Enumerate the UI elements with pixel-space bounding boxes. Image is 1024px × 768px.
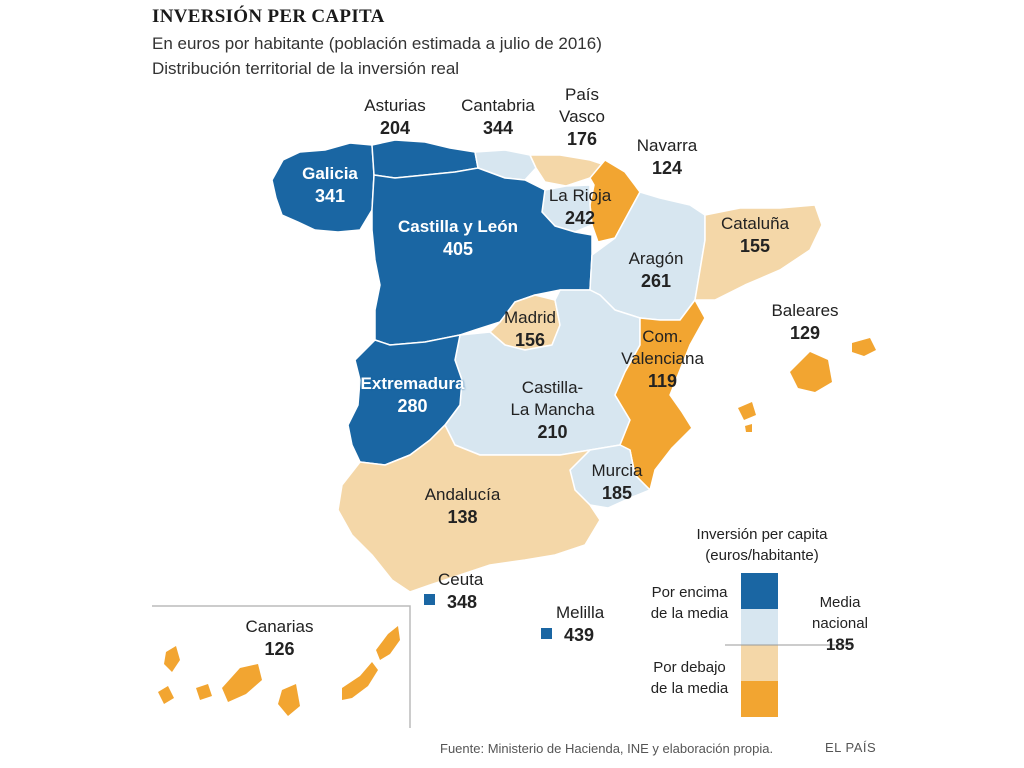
legend-average-line-1: Media — [819, 594, 861, 611]
label-madrid-value: 156 — [514, 330, 546, 350]
label-baleares-name: Baleares — [771, 301, 839, 320]
label-canarias-name: Canarias — [245, 617, 314, 636]
brand-logo: EL PAÍS — [825, 740, 877, 755]
region-galicia — [271, 142, 375, 233]
label-madrid-name: Madrid — [504, 308, 556, 327]
label-murcia-name: Murcia — [591, 461, 643, 480]
legend-color-scale — [725, 573, 852, 717]
map-subtitle-2: Distribución territorial de la inversión… — [152, 59, 460, 78]
label-ceuta: Ceuta 348 — [433, 569, 503, 613]
label-aragon: Aragón 261 — [611, 248, 701, 292]
label-cataluna: Cataluña 155 — [700, 213, 810, 257]
label-navarra-name: Navarra — [636, 136, 698, 155]
label-com-valenciana-value: 119 — [647, 371, 678, 391]
label-ceuta-value: 348 — [447, 592, 478, 612]
label-andalucia-value: 138 — [447, 507, 478, 527]
label-canarias-value: 126 — [264, 639, 295, 659]
label-extremadura: Extremadura 280 — [345, 373, 480, 417]
label-la-rioja-name: La Rioja — [548, 186, 612, 205]
map-title: INVERSIÓN PER CAPITA — [152, 6, 385, 27]
legend-below-line-2: de la media — [650, 680, 729, 697]
label-com-valenciana-name-2: Valenciana — [621, 349, 704, 368]
label-andalucia-name: Andalucía — [424, 485, 501, 504]
label-cantabria: Cantabria 344 — [448, 95, 548, 139]
map-subtitle: En euros por habitante (población estima… — [152, 34, 602, 53]
melilla-marker — [541, 628, 552, 639]
baleares-islands — [738, 338, 876, 432]
label-galicia: Galicia 341 — [285, 163, 375, 207]
label-murcia-value: 185 — [601, 483, 633, 503]
label-castilla-la-mancha-value: 210 — [537, 422, 568, 442]
label-castilla-la-mancha-name-1: Castilla- — [521, 378, 584, 397]
legend-average-label: Media nacional 185 — [795, 592, 885, 655]
label-ceuta-name: Ceuta — [438, 570, 484, 589]
label-navarra-value: 124 — [651, 158, 683, 178]
label-asturias: Asturias 204 — [350, 95, 440, 139]
legend-below-label: Por debajo de la media — [642, 657, 737, 699]
label-aragon-name: Aragón — [628, 249, 684, 268]
source-note: Fuente: Ministerio de Hacienda, INE y el… — [440, 741, 774, 756]
label-castilla-y-leon-value: 405 — [442, 239, 474, 259]
label-com-valenciana-name-1: Com. — [642, 327, 683, 346]
label-pais-vasco: País Vasco 176 — [547, 84, 617, 150]
label-galicia-name: Galicia — [302, 164, 358, 183]
label-castilla-la-mancha-name-2: La Mancha — [510, 400, 595, 419]
legend-average-value: 185 — [825, 635, 855, 654]
label-baleares-value: 129 — [789, 323, 821, 343]
region-com-valenciana — [614, 299, 706, 491]
label-galicia-value: 341 — [314, 186, 346, 206]
legend-title: Inversión per capita (euros/habitante) — [672, 524, 852, 566]
legend-above-label: Por encima de la media — [642, 582, 737, 624]
region-andalucia — [337, 424, 601, 593]
legend-above-line-1: Por encima — [651, 584, 728, 601]
label-melilla-name: Melilla — [556, 603, 605, 622]
region-navarra — [589, 159, 641, 243]
label-navarra: Navarra 124 — [622, 135, 712, 179]
label-la-rioja: La Rioja 242 — [530, 185, 630, 229]
label-castilla-la-mancha: Castilla- La Mancha 210 — [495, 377, 610, 443]
legend-title-line-1: Inversión per capita — [696, 526, 828, 543]
canarias-islands — [158, 626, 400, 716]
label-andalucia: Andalucía 138 — [405, 484, 520, 528]
label-castilla-y-leon-name: Castilla y León — [398, 217, 518, 236]
legend-title-line-2: (euros/habitante) — [705, 547, 819, 564]
label-cantabria-value: 344 — [482, 118, 514, 138]
label-aragon-value: 261 — [640, 271, 672, 291]
label-extremadura-value: 280 — [397, 396, 428, 416]
legend-above-line-2: de la media — [650, 605, 729, 622]
label-baleares: Baleares 129 — [755, 300, 855, 344]
label-pais-vasco-name-2: Vasco — [559, 107, 605, 126]
canarias-inset-frame — [152, 605, 411, 728]
label-canarias: Canarias 126 — [232, 616, 327, 660]
label-pais-vasco-value: 176 — [566, 129, 598, 149]
region-cataluna — [694, 204, 823, 301]
label-cantabria-name: Cantabria — [461, 96, 535, 115]
ceuta-marker — [424, 594, 435, 605]
label-cataluna-name: Cataluña — [720, 214, 790, 233]
label-asturias-name: Asturias — [364, 96, 426, 115]
label-cataluna-value: 155 — [739, 236, 771, 256]
legend-average-line-2: nacional — [812, 615, 868, 632]
label-extremadura-name: Extremadura — [360, 374, 465, 393]
label-castilla-y-leon: Castilla y León 405 — [378, 216, 538, 260]
label-asturias-value: 204 — [379, 118, 411, 138]
label-madrid: Madrid 156 — [490, 307, 570, 351]
label-pais-vasco-name-1: País — [564, 85, 600, 104]
label-melilla-value: 439 — [564, 625, 595, 645]
label-melilla: Melilla 439 — [556, 602, 626, 646]
label-la-rioja-value: 242 — [564, 208, 596, 228]
label-murcia: Murcia 185 — [572, 460, 662, 504]
legend-below-line-1: Por debajo — [653, 659, 726, 676]
label-com-valenciana: Com. Valenciana 119 — [605, 326, 720, 392]
